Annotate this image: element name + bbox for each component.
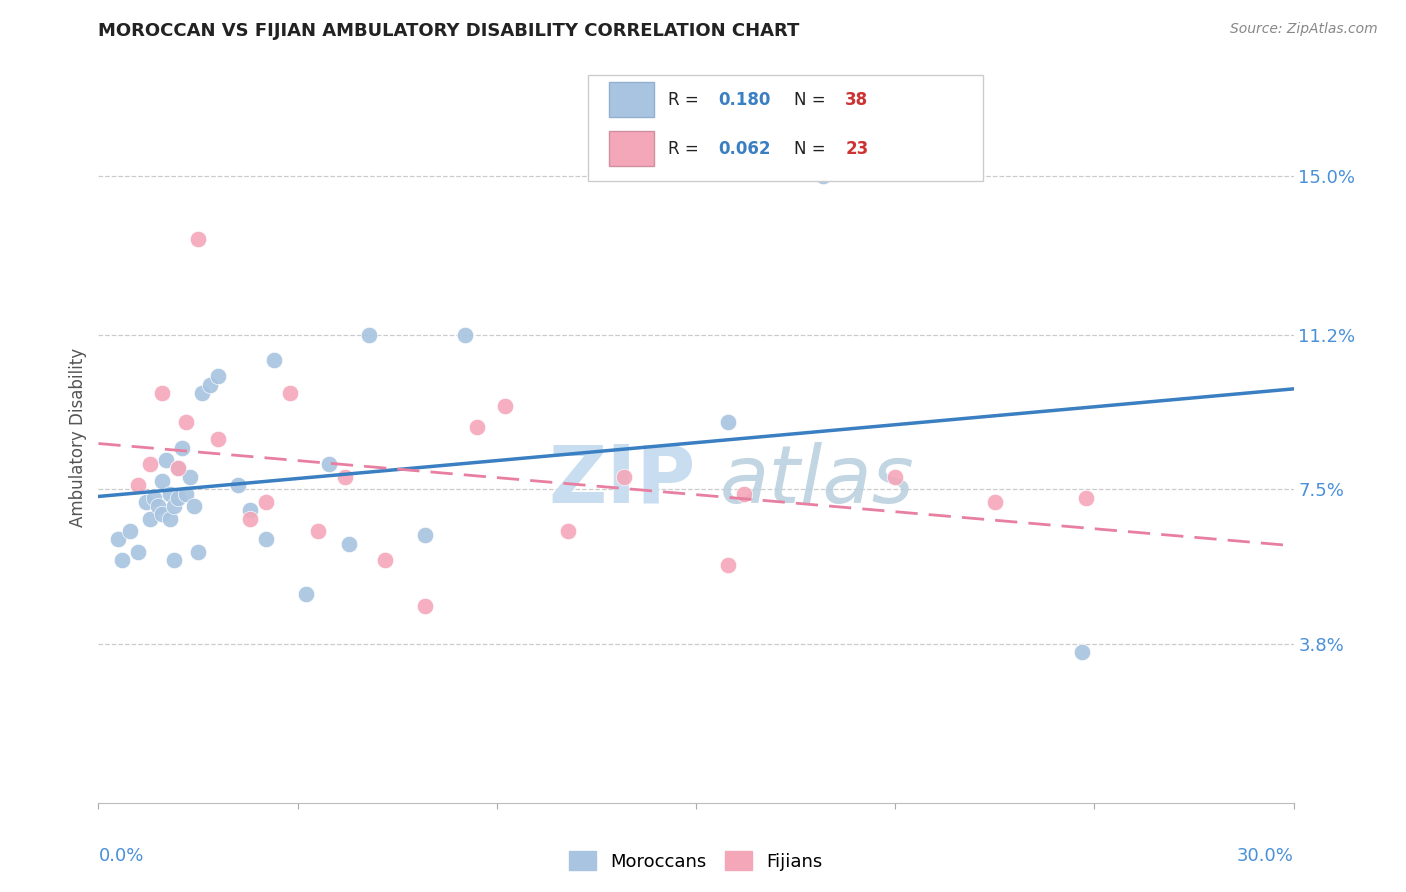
Text: R =: R =: [668, 140, 704, 158]
Bar: [609, 131, 654, 167]
Text: MOROCCAN VS FIJIAN AMBULATORY DISABILITY CORRELATION CHART: MOROCCAN VS FIJIAN AMBULATORY DISABILITY…: [98, 22, 800, 40]
Text: 23: 23: [845, 140, 869, 158]
Text: 0.180: 0.180: [718, 90, 770, 109]
Point: [294, 587, 316, 601]
Point: [454, 327, 477, 342]
Point: [1076, 491, 1098, 505]
Point: [150, 474, 173, 488]
Text: 0.0%: 0.0%: [98, 847, 143, 864]
Y-axis label: Ambulatory Disability: Ambulatory Disability: [69, 348, 87, 526]
Point: [254, 495, 277, 509]
Point: [179, 470, 201, 484]
Point: [155, 453, 177, 467]
Point: [278, 386, 301, 401]
Point: [239, 511, 262, 525]
Point: [494, 399, 516, 413]
Point: [717, 416, 740, 430]
Point: [413, 528, 436, 542]
Point: [167, 461, 190, 475]
Point: [733, 486, 755, 500]
Point: [339, 536, 360, 550]
Text: Source: ZipAtlas.com: Source: ZipAtlas.com: [1230, 22, 1378, 37]
Point: [335, 470, 357, 484]
Point: [613, 470, 636, 484]
Text: 38: 38: [845, 90, 869, 109]
Point: [191, 386, 214, 401]
Point: [127, 545, 149, 559]
Point: [263, 352, 285, 367]
Text: R =: R =: [668, 90, 704, 109]
Point: [167, 461, 190, 475]
Point: [198, 377, 221, 392]
Text: N =: N =: [794, 90, 831, 109]
Point: [465, 419, 488, 434]
Point: [135, 495, 157, 509]
Point: [143, 491, 166, 505]
Point: [226, 478, 249, 492]
Point: [359, 327, 381, 342]
Point: [813, 169, 835, 183]
Point: [139, 457, 162, 471]
Point: [163, 553, 186, 567]
Point: [318, 457, 340, 471]
Point: [187, 231, 209, 245]
Point: [111, 553, 134, 567]
Point: [207, 432, 229, 446]
Point: [1071, 645, 1094, 659]
Point: [207, 369, 229, 384]
Bar: [609, 82, 654, 117]
Text: N =: N =: [794, 140, 831, 158]
Point: [163, 499, 186, 513]
Point: [127, 478, 149, 492]
Point: [174, 486, 197, 500]
Point: [239, 503, 262, 517]
Point: [159, 511, 181, 525]
Point: [984, 495, 1007, 509]
Point: [254, 533, 277, 547]
Text: 0.062: 0.062: [718, 140, 770, 158]
Point: [307, 524, 329, 538]
Point: [884, 470, 907, 484]
Point: [120, 524, 142, 538]
Point: [107, 533, 129, 547]
Text: 30.0%: 30.0%: [1237, 847, 1294, 864]
Text: atlas: atlas: [720, 442, 915, 520]
Point: [374, 553, 396, 567]
Legend: Moroccans, Fijians: Moroccans, Fijians: [562, 844, 830, 878]
Point: [150, 386, 173, 401]
Point: [174, 416, 197, 430]
Point: [150, 508, 173, 522]
Point: [139, 511, 162, 525]
Point: [557, 524, 579, 538]
Point: [159, 486, 181, 500]
Point: [167, 491, 190, 505]
Point: [183, 499, 205, 513]
Point: [717, 558, 740, 572]
Point: [187, 545, 209, 559]
Point: [172, 441, 194, 455]
FancyBboxPatch shape: [588, 75, 983, 181]
Point: [148, 499, 170, 513]
Text: ZIP: ZIP: [548, 442, 696, 520]
Point: [413, 599, 436, 614]
